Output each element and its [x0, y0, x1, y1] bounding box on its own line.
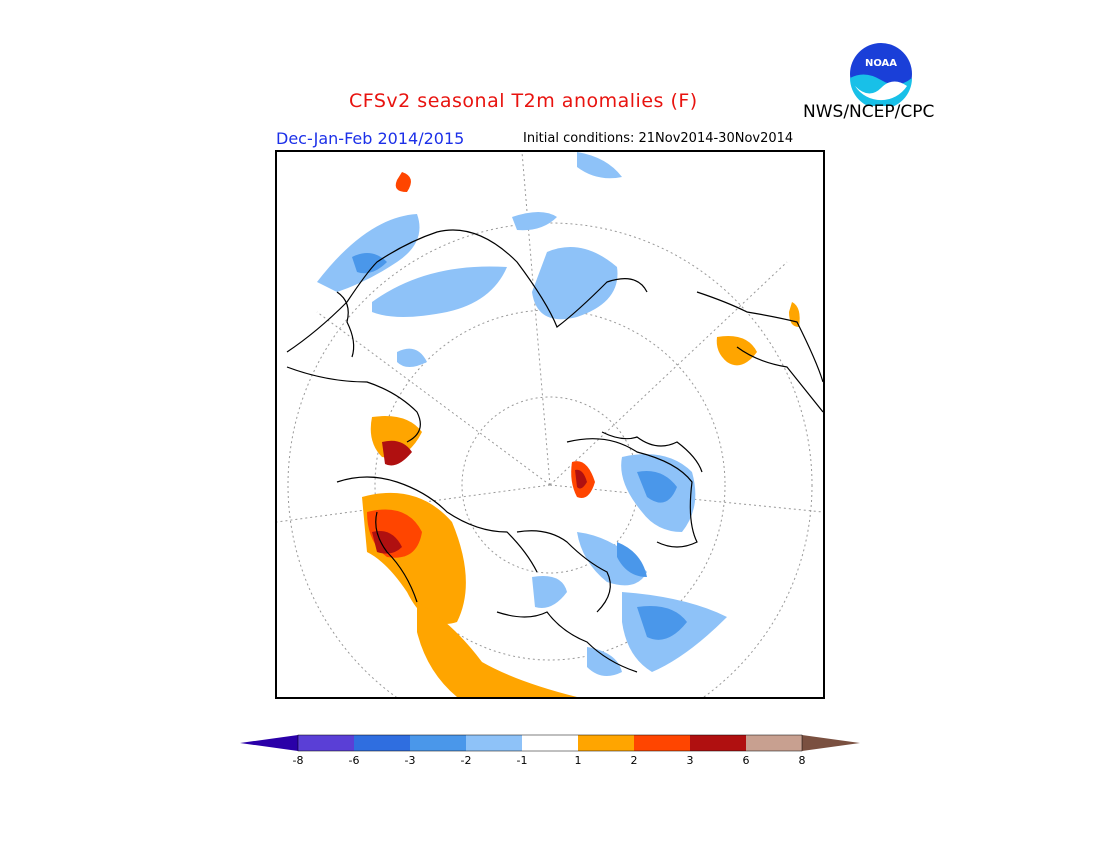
colorbar-tick-label: 8 [798, 754, 806, 767]
cool-region-central-asia-core [352, 253, 387, 274]
warm-region-north-africa [716, 336, 757, 366]
logo-text: NOAA [865, 58, 897, 69]
cool-region-hudson [532, 576, 567, 608]
coastline-central [336, 291, 355, 358]
warm-region-western-canada [417, 602, 577, 697]
colorbar-swatch [354, 735, 410, 751]
cool-region-small [397, 348, 427, 367]
coastline-europe [696, 291, 823, 383]
noaa-logo-icon: NOAA [850, 43, 912, 109]
season-label: Dec-Jan-Feb 2014/2015 [276, 129, 465, 148]
colorbar-tick-label: 3 [686, 754, 694, 767]
warm-region-alaska-peak [372, 531, 402, 554]
agency-label: NWS/NCEP/CPC [803, 102, 935, 122]
colorbar-tick-label: 2 [630, 754, 638, 767]
colorbar-tick-label: 1 [574, 754, 582, 767]
initial-conditions-label: Initial conditions: 21Nov2014-30Nov2014 [523, 131, 794, 146]
cool-region-central-asia [317, 214, 420, 292]
coastline-scandinavia [566, 438, 698, 548]
colorbar [240, 734, 860, 752]
colorbar-swatch [578, 735, 634, 751]
warm-region-scandinavia-core [575, 469, 587, 489]
coastline-arctic-canada [516, 530, 611, 613]
coastline-siberia [286, 366, 421, 443]
cool-region-siberia-west [372, 266, 507, 317]
coastline-alaska [336, 476, 538, 573]
colorbar-swatch [746, 735, 802, 751]
meridian-line [277, 484, 551, 523]
meridian-line [521, 152, 551, 486]
colorbar-tick-label: -3 [404, 754, 416, 767]
colorbar-swatch [466, 735, 522, 751]
cool-region-arctic [512, 212, 557, 231]
coastline-pacific [375, 511, 418, 603]
colorbar-tick-label: -8 [292, 754, 304, 767]
cool-region-siberia-east [532, 247, 618, 320]
polar-map-canvas [277, 152, 823, 697]
cool-anomalies [317, 152, 727, 676]
meridian-line [549, 261, 788, 486]
polar-map [275, 150, 825, 699]
outer-latitude-circle [287, 222, 813, 697]
warm-region-kamchatka-core [382, 440, 412, 466]
colorbar-swatch [522, 735, 578, 751]
cool-region-north-edge [577, 152, 622, 179]
coastline-mediterranean [736, 346, 823, 413]
map-title: CFSv2 seasonal T2m anomalies (F) [349, 90, 698, 112]
colorbar-tick-label: 6 [742, 754, 750, 767]
coastline-eurasia [286, 229, 648, 353]
coastlines [286, 229, 823, 673]
warm-region-north-edge [395, 172, 411, 192]
colorbar-tick-label: -1 [516, 754, 528, 767]
coastline-hudson [496, 611, 638, 673]
colorbar-swatch [298, 735, 354, 751]
colorbar-arrow-high [802, 735, 860, 751]
cool-region-eastern-canada-core [637, 606, 687, 640]
noaa-logo: NOAA [849, 42, 913, 109]
colorbar-swatch [634, 735, 690, 751]
coastline-greenland [601, 431, 703, 473]
colorbar-arrow-low [240, 735, 298, 751]
cool-region-baffin-core [617, 542, 647, 577]
warm-anomalies [362, 172, 800, 697]
meridian-line [316, 311, 551, 486]
colorbar-tick-label: -2 [460, 754, 472, 767]
latitude-circle-60 [374, 309, 726, 661]
meridian-line [549, 484, 823, 513]
colorbar-outline [297, 734, 803, 752]
graticule [277, 152, 823, 697]
cool-region-greenland-core [637, 471, 677, 503]
colorbar-tick-label: -6 [348, 754, 360, 767]
cool-region-great-lakes [587, 647, 622, 676]
colorbar-swatch [690, 735, 746, 751]
colorbar-swatch [410, 735, 466, 751]
